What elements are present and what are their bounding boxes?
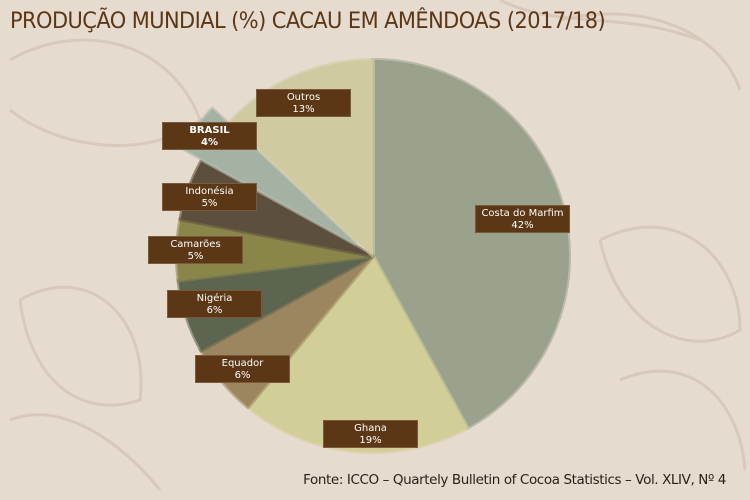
pie-slice-ghana: [246, 254, 470, 454]
slice-label: Outros: [286, 92, 321, 103]
slice-value: 4%: [201, 137, 218, 148]
chart-title: PRODUÇÃO MUNDIAL (%) CACAU EM AMÊNDOAS (…: [10, 8, 606, 34]
slice-value: 42%: [511, 220, 534, 231]
slice-value: 19%: [359, 435, 382, 446]
slice-label: Indonésia: [185, 186, 234, 197]
slice-label: Costa do Marfim: [481, 208, 564, 219]
slice-value: 6%: [234, 370, 251, 381]
slice-label: Camarões: [170, 239, 221, 250]
slice-value: 5%: [187, 251, 204, 262]
data-label-outros: Outros 13%: [256, 89, 351, 117]
data-label-equador: Equador 6%: [195, 355, 290, 383]
data-label-indonesia: Indonésia 5%: [162, 183, 257, 211]
data-label-brasil: BRASIL 4%: [162, 122, 257, 150]
data-label-nigeria: Nigéria 6%: [167, 290, 262, 318]
source-note: Fonte: ICCO – Quartely Bulletin of Cocoa…: [303, 472, 726, 488]
slice-value: 13%: [292, 104, 315, 115]
slice-value: 5%: [201, 198, 218, 209]
slice-label: Nigéria: [196, 293, 233, 304]
data-label-costa-do-marfim: Costa do Marfim 42%: [475, 205, 570, 233]
slice-value: 6%: [206, 305, 223, 316]
data-label-camaroes: Camarões 5%: [148, 236, 243, 264]
data-label-ghana: Ghana 19%: [323, 420, 418, 448]
slice-label: BRASIL: [189, 125, 230, 136]
slice-label: Ghana: [354, 423, 387, 434]
slice-label: Equador: [221, 358, 264, 369]
